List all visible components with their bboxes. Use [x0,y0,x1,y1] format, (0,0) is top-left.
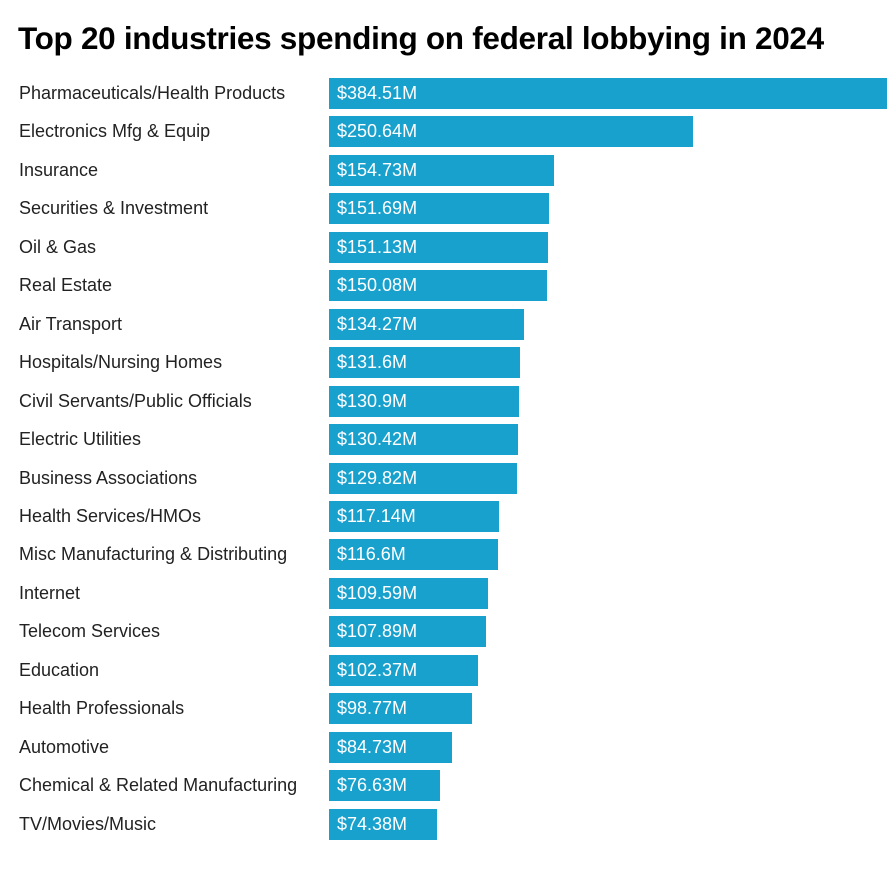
bar-row: Oil & Gas $151.13M [0,231,896,263]
bar-row: Business Associations $129.82M [0,462,896,494]
bar-row: Insurance $154.73M [0,154,896,186]
data-label: $84.73M [337,736,408,757]
bar-row: Education $102.37M [0,654,896,686]
bar-row: Electronics Mfg & Equip $250.64M [0,116,896,148]
bar [329,731,452,763]
bar-row: Securities & Investment $151.69M [0,193,896,225]
bar-row: TV/Movies/Music $74.38M [0,808,896,840]
data-label: $384.51M [337,83,418,103]
bar [329,616,486,648]
category-label: Education [19,659,100,680]
category-label: Oil & Gas [19,236,97,257]
bar-row: Chemical & Related Manufacturing $76.63M [0,770,896,802]
bar-row: Health Professionals $98.77M [0,693,896,725]
category-label: Chemical & Related Manufacturing [19,775,298,796]
bar [329,116,693,148]
bar [329,462,518,494]
category-label: Pharmaceuticals/Health Products [19,83,286,103]
bar [329,231,549,263]
bar [329,654,478,686]
category-label: Business Associations [19,467,198,488]
category-label: TV/Movies/Music [19,813,157,834]
bar-row: Real Estate $150.08M [0,270,896,302]
category-label: Health Services/HMOs [19,505,202,526]
bar [329,347,520,379]
data-label: $102.37M [337,659,418,680]
data-label: $154.73M [337,159,418,180]
bar-row: Health Services/HMOs $117.14M [0,500,896,532]
data-label: $109.59M [337,582,418,603]
data-label: $151.13M [337,236,418,257]
category-label: Internet [19,582,81,603]
data-label: $151.69M [337,198,418,219]
bar-row: Telecom Services $107.89M [0,616,896,648]
category-label: Securities & Investment [19,198,209,219]
data-label: $116.6M [337,544,406,565]
category-label: Misc Manufacturing & Distributing [19,544,288,565]
bar [329,693,473,725]
data-label: $150.08M [337,275,418,296]
category-label: Electronics Mfg & Equip [19,121,211,142]
category-label: Air Transport [19,313,123,334]
bar [329,154,554,186]
bar [329,193,550,225]
bar [329,808,437,840]
data-label: $107.89M [337,621,418,642]
bar-row: Electric Utilities $130.42M [0,424,896,456]
data-label: $129.82M [337,467,418,488]
category-label: Insurance [19,159,99,180]
bar [329,270,547,302]
bar [329,770,441,802]
bar [329,500,499,532]
data-label: $130.42M [337,429,418,450]
bar [329,78,887,109]
data-label: $131.6M [337,352,408,373]
bar-row: Automotive $84.73M [0,731,896,763]
bar [329,385,519,417]
category-label: Automotive [19,736,110,757]
data-label: $117.14M [337,505,416,526]
category-label: Health Professionals [19,698,185,719]
bar [329,539,499,571]
category-label: Real Estate [19,275,113,296]
bar [329,424,519,456]
bar-row: Air Transport $134.27M [0,308,896,340]
bar-row: Pharmaceuticals/Health Products $384.51M [0,78,896,109]
bar [329,577,489,609]
data-label: $74.38M [337,813,408,834]
data-label: $250.64M [337,121,418,142]
data-label: $98.77M [337,698,408,719]
category-label: Hospitals/Nursing Homes [19,352,223,373]
bar [329,308,524,340]
data-label: $134.27M [337,313,418,334]
bar-row: Internet $109.59M [0,577,896,609]
category-label: Telecom Services [19,621,161,642]
bar-row: Hospitals/Nursing Homes $131.6M [0,347,896,379]
bar-row: Misc Manufacturing & Distributing $116.6M [0,539,896,571]
data-label: $130.9M [337,390,408,411]
bar-row: Civil Servants/Public Officials $130.9M [0,385,896,417]
category-label: Electric Utilities [19,429,142,450]
category-label: Civil Servants/Public Officials [19,390,252,411]
data-label: $76.63M [337,775,408,796]
chart-title: Top 20 industries spending on federal lo… [18,20,824,56]
